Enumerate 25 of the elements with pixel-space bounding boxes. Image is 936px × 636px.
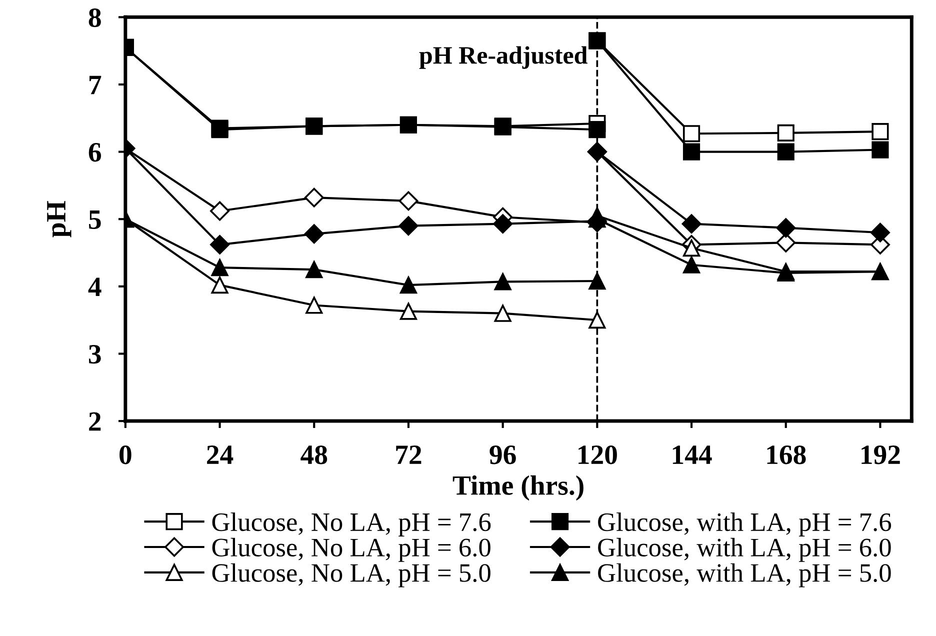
legend-label: Glucose, No LA, pH = 7.6 — [212, 512, 491, 536]
x-tick-label: 144 — [672, 446, 712, 464]
x-tick-label: 120 — [578, 445, 617, 464]
x-tick-label: 168 — [767, 445, 806, 464]
y-tick-label: 5 — [89, 210, 101, 230]
x-tick-label: 0 — [120, 445, 132, 464]
ref-line-label: pH Re-adjusted — [419, 46, 588, 69]
y-tick-label: 3 — [88, 344, 101, 364]
y-tick-label: 2 — [89, 412, 101, 431]
x-tick-label: 24 — [207, 446, 234, 464]
legend-label: Glucose, No LA, pH = 5.0 — [212, 563, 490, 588]
y-axis-title: pH — [47, 201, 72, 238]
y-tick-label: 6 — [88, 143, 101, 162]
y-tick-label: 4 — [88, 278, 102, 296]
x-tick-label: 192 — [862, 446, 900, 464]
y-tick-label: 8 — [88, 8, 101, 28]
y-tick-label: 7 — [90, 76, 102, 94]
x-tick-label: 72 — [396, 446, 422, 464]
x-tick-label: 48 — [300, 445, 328, 464]
legend-label: Glucose, with LA, pH = 5.0 — [598, 563, 891, 588]
legend-label: Glucose, with LA, pH = 6.0 — [598, 538, 891, 562]
x-tick-label: 96 — [490, 446, 516, 464]
x-axis-title: Time (hrs.) — [452, 475, 584, 501]
legend-label: Glucose, with LA, pH = 7.6 — [598, 512, 892, 536]
legend-label: Glucose, No LA, pH = 6.0 — [212, 538, 490, 562]
